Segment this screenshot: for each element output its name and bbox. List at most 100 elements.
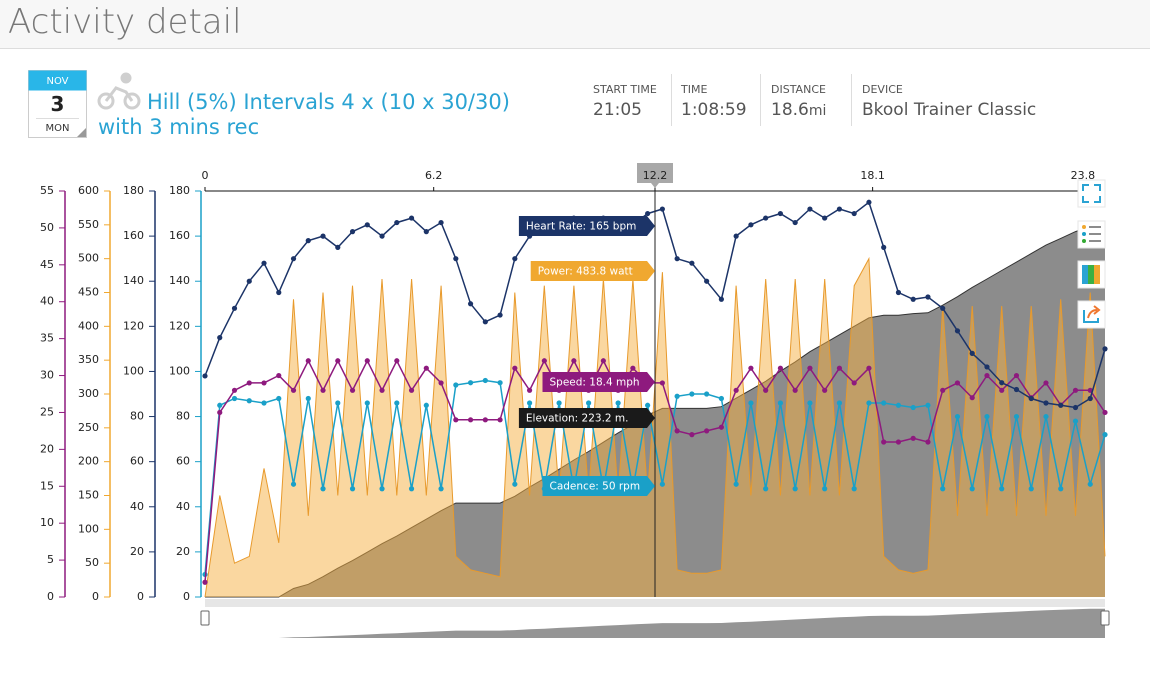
stat-value: 1:08:59 [681, 100, 747, 120]
point [615, 400, 621, 406]
bike-icon [97, 72, 141, 110]
legend-button[interactable] [1077, 220, 1106, 249]
point [320, 233, 326, 239]
navigator-handle[interactable] [200, 610, 210, 626]
point [586, 400, 592, 406]
point [541, 358, 547, 364]
point [748, 365, 754, 371]
point [320, 486, 326, 492]
point [881, 439, 887, 445]
point [231, 305, 238, 311]
point [999, 486, 1005, 492]
stat-label: START TIME [593, 83, 657, 96]
y-tick-label: 50 [40, 221, 54, 234]
y-tick-label: 0 [137, 590, 144, 603]
point [512, 256, 518, 262]
point [763, 387, 769, 393]
point [674, 428, 680, 434]
date-month: NOV [46, 76, 68, 87]
y-tick-label: 80 [130, 410, 144, 423]
point [423, 402, 429, 408]
y-tick-label: 40 [40, 295, 54, 308]
y-tick-label: 5 [47, 553, 54, 566]
y-tick-label: 140 [123, 274, 144, 287]
point [777, 365, 784, 371]
point [276, 289, 282, 296]
x-tick-label: 0 [202, 169, 209, 182]
point [1028, 486, 1034, 492]
point [246, 278, 252, 284]
y-tick-label: 140 [169, 274, 190, 287]
point [261, 260, 267, 266]
point [526, 400, 533, 406]
point [940, 486, 946, 492]
stat-label: DISTANCE [771, 83, 826, 96]
point [394, 358, 400, 364]
point [718, 395, 724, 402]
x-tick-label: 23.8 [1071, 169, 1096, 182]
navigator-handle[interactable] [1100, 610, 1110, 626]
share-button[interactable] [1077, 300, 1106, 329]
point [217, 335, 223, 341]
y-tick-label: 160 [123, 229, 144, 242]
y-tick-label: 160 [169, 229, 190, 242]
point [335, 400, 341, 406]
point [1072, 387, 1079, 393]
point [1102, 432, 1108, 438]
point [364, 400, 370, 406]
point [999, 380, 1005, 386]
point [290, 256, 297, 262]
point [231, 387, 238, 393]
point [777, 400, 784, 406]
y-tick-label: 100 [123, 364, 144, 377]
y-tick-label: 120 [169, 319, 190, 332]
point [733, 387, 739, 393]
y-tick-label: 0 [47, 590, 54, 603]
point [659, 481, 665, 487]
colors-button[interactable] [1077, 260, 1106, 289]
y-tick-label: 250 [78, 421, 99, 434]
point [482, 319, 488, 325]
point [807, 365, 813, 371]
point [895, 439, 902, 445]
point [792, 387, 798, 393]
stat-value: 21:05 [593, 100, 642, 120]
expand-button[interactable] [1077, 179, 1106, 208]
y-tick-label: 100 [169, 364, 190, 377]
y-tick-label: 15 [40, 479, 54, 492]
point [482, 417, 488, 423]
point [394, 400, 400, 406]
tooltip-text: Cadence: 50 rpm [550, 481, 641, 493]
point [467, 417, 474, 423]
point [1072, 404, 1079, 411]
point [290, 387, 297, 393]
point [453, 417, 459, 423]
point [512, 481, 518, 487]
point [335, 244, 341, 250]
date-day: 3 [51, 92, 65, 116]
point [1087, 395, 1093, 402]
point [925, 402, 931, 408]
point [408, 486, 415, 492]
point [497, 312, 503, 318]
chart: 0510152025303540455055050100150200250300… [40, 163, 1110, 638]
point [423, 229, 429, 235]
point [969, 395, 975, 401]
tooltip-box [542, 476, 655, 496]
y-tick-label: 35 [40, 332, 54, 345]
point [969, 350, 975, 356]
page-title: Activity detail [8, 2, 242, 42]
point [379, 233, 385, 239]
point [866, 400, 872, 406]
y-tick-label: 40 [130, 500, 144, 513]
point [364, 222, 370, 228]
point [659, 380, 665, 386]
navigator-bar [205, 599, 1105, 607]
point [276, 372, 282, 379]
point [659, 206, 665, 212]
point [866, 365, 872, 371]
tooltip-box [518, 408, 655, 428]
point [807, 206, 813, 212]
stat-number: 18.6 [771, 100, 809, 120]
tooltip-box [542, 372, 655, 392]
